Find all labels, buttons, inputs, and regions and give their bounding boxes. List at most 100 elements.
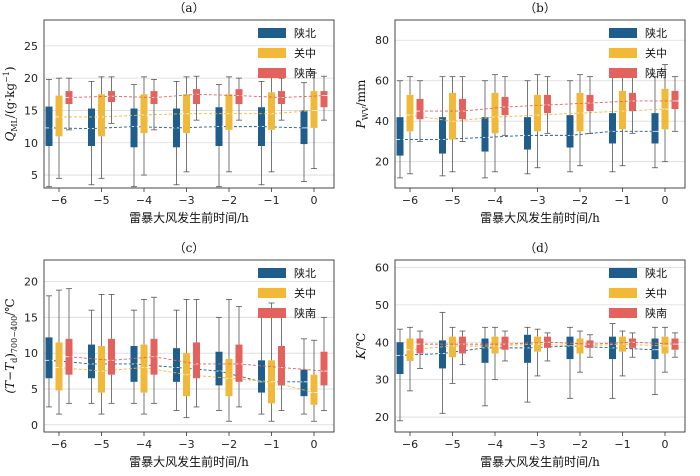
- box-陕北: [651, 338, 659, 360]
- legend-swatch: [609, 48, 637, 58]
- y-axis-label: (T−Td)700−400/℃: [3, 298, 19, 393]
- legend-label: 陕南: [645, 66, 667, 80]
- x-tick-label: −5: [93, 194, 109, 207]
- box-陕南: [320, 91, 328, 108]
- legend-label: 关中: [294, 286, 316, 300]
- x-tick-label: −2: [572, 194, 588, 207]
- y-tick-label: 20: [375, 156, 389, 169]
- legend-label: 陕北: [645, 26, 667, 40]
- x-tick-label: −1: [263, 438, 279, 451]
- panel-title-a: （a）: [173, 1, 204, 15]
- median-trend-line: [48, 126, 305, 130]
- x-axis-label: 雷暴大风发生前时间/h: [480, 210, 600, 225]
- box-关中: [449, 92, 456, 140]
- box-关中: [98, 94, 105, 137]
- x-tick-label: 0: [662, 194, 669, 207]
- legend-label: 陕南: [294, 306, 316, 320]
- x-tick-label: −3: [529, 194, 545, 207]
- box-关中: [449, 336, 456, 358]
- box-关中: [661, 336, 669, 354]
- plot-frame: [394, 19, 686, 189]
- median-trend-line: [400, 130, 655, 140]
- legend-label: 关中: [645, 286, 667, 300]
- box-陕北: [651, 113, 659, 144]
- box-陕北: [481, 338, 489, 363]
- box-陕南: [193, 89, 200, 104]
- box-陕南: [278, 346, 285, 386]
- x-axis-label: 雷暴大风发生前时间/h: [129, 210, 249, 225]
- box-关中: [491, 92, 499, 134]
- legend-swatch: [609, 68, 637, 78]
- box-陕北: [45, 337, 53, 379]
- legend-swatch: [609, 28, 637, 38]
- x-tick-label: −3: [178, 194, 194, 207]
- x-tick-label: −2: [221, 438, 237, 451]
- y-axis-label: K/℃: [354, 333, 368, 360]
- box-陕南: [629, 92, 636, 112]
- box-关中: [98, 346, 105, 393]
- x-tick-label: 0: [311, 438, 318, 451]
- median-trend-line: [420, 341, 676, 345]
- y-axis-label: QML/(g·kg−1): [2, 66, 19, 141]
- median-trend-line: [420, 100, 675, 112]
- box-关中: [310, 374, 318, 405]
- box-陕南: [235, 89, 243, 104]
- legend-label: 关中: [645, 46, 667, 60]
- x-tick-label: −1: [614, 194, 630, 207]
- x-tick-label: −1: [614, 438, 630, 451]
- y-tick-label: 15: [24, 311, 38, 324]
- x-tick-label: 0: [311, 194, 318, 207]
- box-陕北: [524, 117, 531, 150]
- x-tick-label: −4: [487, 194, 503, 207]
- median-trend-line: [409, 343, 666, 351]
- x-axis-label: 雷暴大风发生前时间/h: [129, 454, 249, 469]
- box-陕北: [524, 334, 531, 363]
- panel-a: （a） 5 10 15 20 25 −6 −5 −4 −3 −2 −1 0 雷暴大风发生前时间/h QML/…: [2, 1, 335, 225]
- box-陕北: [88, 108, 95, 146]
- legend-swatch: [258, 48, 286, 58]
- legend-swatch: [609, 308, 637, 318]
- x-tick-label: −4: [487, 438, 503, 451]
- x-tick-label: −3: [178, 438, 194, 451]
- legend-label: 陕北: [294, 26, 316, 40]
- box-关中: [619, 90, 626, 130]
- box-关中: [55, 342, 63, 391]
- legend-label: 陕北: [294, 266, 316, 280]
- median-trend-line: [68, 356, 325, 372]
- y-tick-label: 10: [24, 137, 38, 150]
- box-关中: [310, 91, 318, 128]
- x-tick-label: −6: [51, 438, 67, 451]
- box-陕北: [173, 348, 180, 382]
- y-tick-label: 0: [31, 419, 38, 432]
- box-陕北: [300, 369, 308, 397]
- box-关中: [268, 92, 275, 130]
- box-陕南: [629, 338, 636, 348]
- legend-label: 陕北: [645, 266, 667, 280]
- legend-label: 陕南: [294, 66, 316, 80]
- panel-title-c: （c）: [174, 241, 205, 255]
- y-tick-label: 60: [375, 75, 389, 88]
- box-陕南: [501, 96, 509, 116]
- box-陕南: [416, 98, 424, 120]
- plot-frame: [43, 19, 335, 189]
- box-陕北: [258, 360, 265, 393]
- legend-swatch: [258, 268, 286, 278]
- median-trend-line: [68, 93, 325, 98]
- y-tick-label: 20: [375, 411, 389, 424]
- box-陕北: [396, 117, 404, 156]
- box-关中: [225, 94, 233, 130]
- y-tick-label: 40: [375, 115, 389, 128]
- y-tick-label: 30: [375, 374, 389, 387]
- box-关中: [55, 95, 63, 137]
- y-tick-label: 60: [375, 261, 389, 274]
- legend-swatch: [609, 268, 637, 278]
- legend-swatch: [609, 288, 637, 298]
- median-trend-line: [58, 367, 315, 394]
- box-陕南: [235, 344, 243, 382]
- y-tick-label: 15: [24, 104, 38, 117]
- x-axis-label: 雷暴大风发生前时间/h: [480, 454, 600, 469]
- y-tick-label: 5: [31, 383, 38, 396]
- median-trend-line: [399, 345, 656, 356]
- box-陕北: [609, 113, 616, 144]
- box-陕南: [501, 336, 509, 350]
